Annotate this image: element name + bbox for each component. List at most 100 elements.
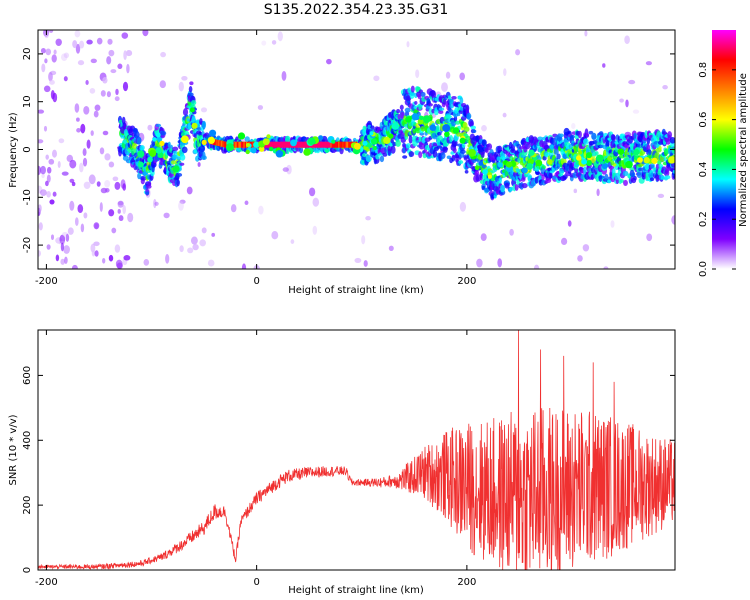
spectrogram-cell xyxy=(122,204,126,215)
spectrogram-cell xyxy=(583,138,589,145)
spectrogram-cell xyxy=(49,30,54,33)
spectrogram-cell xyxy=(108,254,114,262)
spectrogram-cell xyxy=(106,56,112,65)
spectrogram-cell xyxy=(450,120,457,127)
spectrogram-cell xyxy=(345,141,348,148)
spectrogram-cell xyxy=(636,171,643,179)
spectrogram-cell xyxy=(363,260,368,267)
spectrogram-cell xyxy=(38,139,44,144)
y-tick-label: 10 xyxy=(22,95,33,108)
spectrogram-cell xyxy=(628,79,636,85)
spectrogram-cell xyxy=(438,110,444,115)
spectrogram-cell xyxy=(341,141,344,148)
spectrogram-cell xyxy=(160,131,167,136)
spectrogram-cell xyxy=(230,204,237,213)
spectrogram-cell xyxy=(396,109,401,114)
snr-x-ticks: -200 0 200 xyxy=(35,330,476,588)
spectrogram-cell xyxy=(244,200,249,206)
spectrogram-cell xyxy=(252,141,254,148)
spectrogram-cell xyxy=(38,250,42,257)
spectrogram-cell xyxy=(49,79,55,85)
spectrogram-cell xyxy=(104,153,111,161)
spectrogram-cell xyxy=(45,154,49,160)
spectrogram-cell xyxy=(391,122,400,130)
spectrogram-cell xyxy=(586,160,593,167)
colorbar-strip xyxy=(712,30,736,269)
spectrogram-cell xyxy=(671,215,675,225)
spectrogram-cell xyxy=(417,118,424,125)
spectrogram-cell xyxy=(74,217,79,226)
spectrogram-cell xyxy=(560,237,568,246)
spectrogram-cell xyxy=(420,125,426,132)
spectrogram-cell xyxy=(274,141,277,148)
spectrogram-cell xyxy=(402,155,408,159)
spectrogram-cell xyxy=(367,124,372,130)
spectrogram-cell xyxy=(521,183,528,189)
spectrogram-cell xyxy=(178,201,184,211)
spectrogram-cell xyxy=(333,141,335,148)
spectrogram-cell xyxy=(250,147,257,154)
spectrogram-cell xyxy=(603,266,609,269)
spectrogram-cell xyxy=(160,51,167,58)
spectrogram-cell xyxy=(83,181,91,190)
spectrogram-cell xyxy=(154,201,159,206)
spectrogram-cell xyxy=(349,141,352,148)
spectrogram-cell xyxy=(287,141,290,148)
spectrogram-cell xyxy=(406,41,410,48)
spectrogram-cell xyxy=(159,140,165,147)
spectrogram-cell xyxy=(629,167,635,172)
spectrogram-cell xyxy=(577,130,582,139)
snr-y-ticks: 0 200 400 600 xyxy=(22,366,675,573)
spectrogram-cell xyxy=(442,146,448,153)
spectrogram-cell xyxy=(276,141,278,148)
spectrogram-cell xyxy=(285,135,291,144)
spectrogram-cell xyxy=(575,155,582,161)
snr-frame xyxy=(37,329,676,571)
spectrogram-cell xyxy=(201,227,207,234)
spectrogram-cell xyxy=(153,198,157,209)
spectrogram-cell xyxy=(77,204,84,214)
spectrogram-cell xyxy=(497,258,503,268)
spectrogram-cell xyxy=(121,32,129,39)
spectrogram-cell xyxy=(442,124,451,133)
spectrogram-cell xyxy=(116,262,123,269)
spectrogram-cell xyxy=(541,174,545,181)
spectrogram-cell xyxy=(172,146,179,152)
spectrogram-cell xyxy=(331,141,334,148)
spectrogram-cell xyxy=(82,148,87,157)
spectrogram-cell xyxy=(290,239,295,244)
figure-title: S135.2022.354.23.35.G31 xyxy=(264,2,449,18)
spectrogram-cell xyxy=(588,130,594,135)
spectrogram-cell xyxy=(290,139,297,147)
spectrogram-cell xyxy=(445,115,452,119)
spectrogram-cell xyxy=(211,232,216,237)
spectrogram-cell xyxy=(470,125,477,130)
spectrogram-cell xyxy=(186,118,191,122)
spectrogram-cell xyxy=(526,163,533,170)
x-tick-label: 0 xyxy=(253,276,259,287)
spectrogram-cell xyxy=(645,61,652,66)
spectrogram-cell xyxy=(45,180,49,187)
spectrogram-cell xyxy=(118,215,124,222)
spectrogram-cell xyxy=(420,91,426,98)
spectrogram-cell xyxy=(242,141,244,148)
y-tick-label: 0 xyxy=(22,567,33,573)
spectrogram-cell xyxy=(114,244,121,253)
spectrogram-cell xyxy=(76,128,81,133)
spectrogram-cell xyxy=(428,103,433,107)
spectrogram-cell xyxy=(102,257,106,264)
spectrogram-cell xyxy=(553,148,559,155)
spectrogram-cell xyxy=(83,212,88,219)
spectrogram-cell xyxy=(306,141,309,148)
y-tick-label: 0 xyxy=(22,146,33,152)
snr-series-line xyxy=(38,330,675,570)
spectrogram-cell xyxy=(343,141,345,148)
spectrogram-cell xyxy=(190,100,197,106)
spectrogram-cell xyxy=(286,141,289,148)
spectrogram-cell xyxy=(245,142,251,148)
spectrogram-cell xyxy=(93,241,100,247)
spectrogram-cell xyxy=(372,145,377,151)
spectrogram-cell xyxy=(63,76,68,82)
spectrogram-cell xyxy=(117,200,124,208)
spectrogram-cell xyxy=(277,31,283,42)
